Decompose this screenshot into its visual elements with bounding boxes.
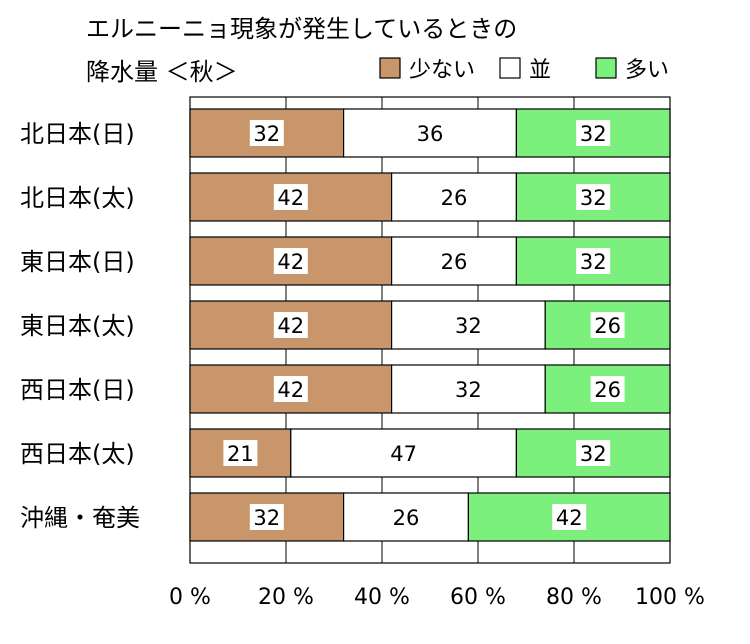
data-label-row1-series3: 32 bbox=[580, 122, 607, 146]
category-label-5: 西日本(日) bbox=[20, 376, 135, 404]
data-label-row6-series2: 47 bbox=[390, 442, 417, 466]
data-label-row2-series2: 26 bbox=[441, 186, 468, 210]
data-label-row3-series2: 26 bbox=[441, 250, 468, 274]
data-label-row5-series3: 26 bbox=[594, 378, 621, 402]
data-label-row3-series3: 32 bbox=[580, 250, 607, 274]
data-label-row7-series3: 42 bbox=[556, 506, 583, 530]
data-label-row5-series1: 42 bbox=[277, 378, 304, 402]
data-label-row1-series2: 36 bbox=[417, 122, 444, 146]
data-label-row5-series2: 32 bbox=[455, 378, 482, 402]
category-label-3: 東日本(日) bbox=[20, 248, 135, 276]
data-label-row4-series3: 26 bbox=[594, 314, 621, 338]
data-label-bg-row6-series1 bbox=[223, 440, 258, 466]
data-label-bg-row2-series2 bbox=[437, 184, 471, 210]
data-label-bg-row5-series3 bbox=[590, 376, 625, 402]
x-axis: 0 % 20 % 40 % 60 % 80 % 100 % bbox=[169, 585, 705, 610]
legend-label-1: 少ない bbox=[409, 58, 475, 83]
category-label-2: 北日本(太) bbox=[20, 184, 135, 212]
chart-title-line-1: エルニーニョ現象が発生しているときの bbox=[86, 15, 517, 43]
chart-title-line-2: 降水量 ＜秋＞ bbox=[86, 58, 238, 86]
data-label-bg-row1-series1 bbox=[249, 120, 284, 146]
data-label-row6-series3: 32 bbox=[580, 442, 607, 466]
data-label-bg-row4-series2 bbox=[451, 312, 486, 338]
x-tick-label-20: 20 % bbox=[258, 585, 314, 610]
data-label-row3-series1: 42 bbox=[277, 250, 304, 274]
data-label-bg-row4-series1 bbox=[273, 312, 308, 338]
legend-swatch-2 bbox=[499, 57, 521, 79]
x-tick-label-100: 100 % bbox=[635, 585, 705, 610]
data-label-bg-row6-series2 bbox=[386, 440, 421, 466]
data-label-row4-series2: 32 bbox=[455, 314, 482, 338]
data-label-bg-row3-series1 bbox=[273, 248, 308, 274]
data-label-bg-row3-series3 bbox=[576, 248, 611, 274]
data-label-row7-series2: 26 bbox=[393, 506, 420, 530]
legend: 少ない 並 多い bbox=[379, 57, 669, 83]
data-label-row2-series1: 42 bbox=[277, 186, 304, 210]
data-label-row2-series3: 32 bbox=[580, 186, 607, 210]
category-label-7: 沖縄・奄美 bbox=[20, 504, 140, 532]
x-tick-label-80: 80 % bbox=[546, 585, 602, 610]
data-label-bg-row6-series3 bbox=[576, 440, 611, 466]
data-label-bg-row2-series3 bbox=[576, 184, 611, 210]
legend-swatch-3 bbox=[595, 57, 617, 79]
data-label-bg-row7-series2 bbox=[389, 504, 423, 530]
data-label-bg-row1-series2 bbox=[413, 120, 447, 146]
data-label-row1-series1: 32 bbox=[253, 122, 280, 146]
legend-label-3: 多い bbox=[625, 58, 669, 83]
data-label-bg-row4-series3 bbox=[590, 312, 625, 338]
plot-area: 32 36 32 42 26 32 42 26 32 42 32 26 42 32 26 21 47 32 32 26… bbox=[189, 96, 671, 564]
x-tick-label-0: 0 % bbox=[169, 585, 211, 610]
x-tick-label-40: 40 % bbox=[354, 585, 410, 610]
legend-label-2: 並 bbox=[529, 58, 551, 83]
x-tick-label-60: 60 % bbox=[450, 585, 506, 610]
data-label-row4-series1: 42 bbox=[277, 314, 304, 338]
data-label-row7-series1: 32 bbox=[253, 506, 280, 530]
data-label-bg-row1-series3 bbox=[576, 120, 611, 146]
legend-swatch-1 bbox=[379, 57, 401, 79]
data-label-bg-row3-series2 bbox=[437, 248, 471, 274]
data-label-bg-row2-series1 bbox=[273, 184, 308, 210]
data-label-row6-series1: 21 bbox=[227, 442, 254, 466]
category-label-4: 東日本(太) bbox=[20, 312, 135, 340]
data-label-bg-row5-series2 bbox=[451, 376, 486, 402]
category-label-6: 西日本(太) bbox=[20, 440, 135, 468]
category-label-1: 北日本(日) bbox=[20, 120, 135, 148]
data-label-bg-row7-series3 bbox=[552, 504, 587, 530]
data-label-bg-row7-series1 bbox=[249, 504, 284, 530]
data-label-bg-row5-series1 bbox=[273, 376, 308, 402]
y-axis: 北日本(日) 北日本(太) 東日本(日) 東日本(太) 西日本(日) 西日本(太) 沖縄・奄… bbox=[20, 120, 140, 532]
bar-row5-series2 bbox=[391, 364, 546, 414]
